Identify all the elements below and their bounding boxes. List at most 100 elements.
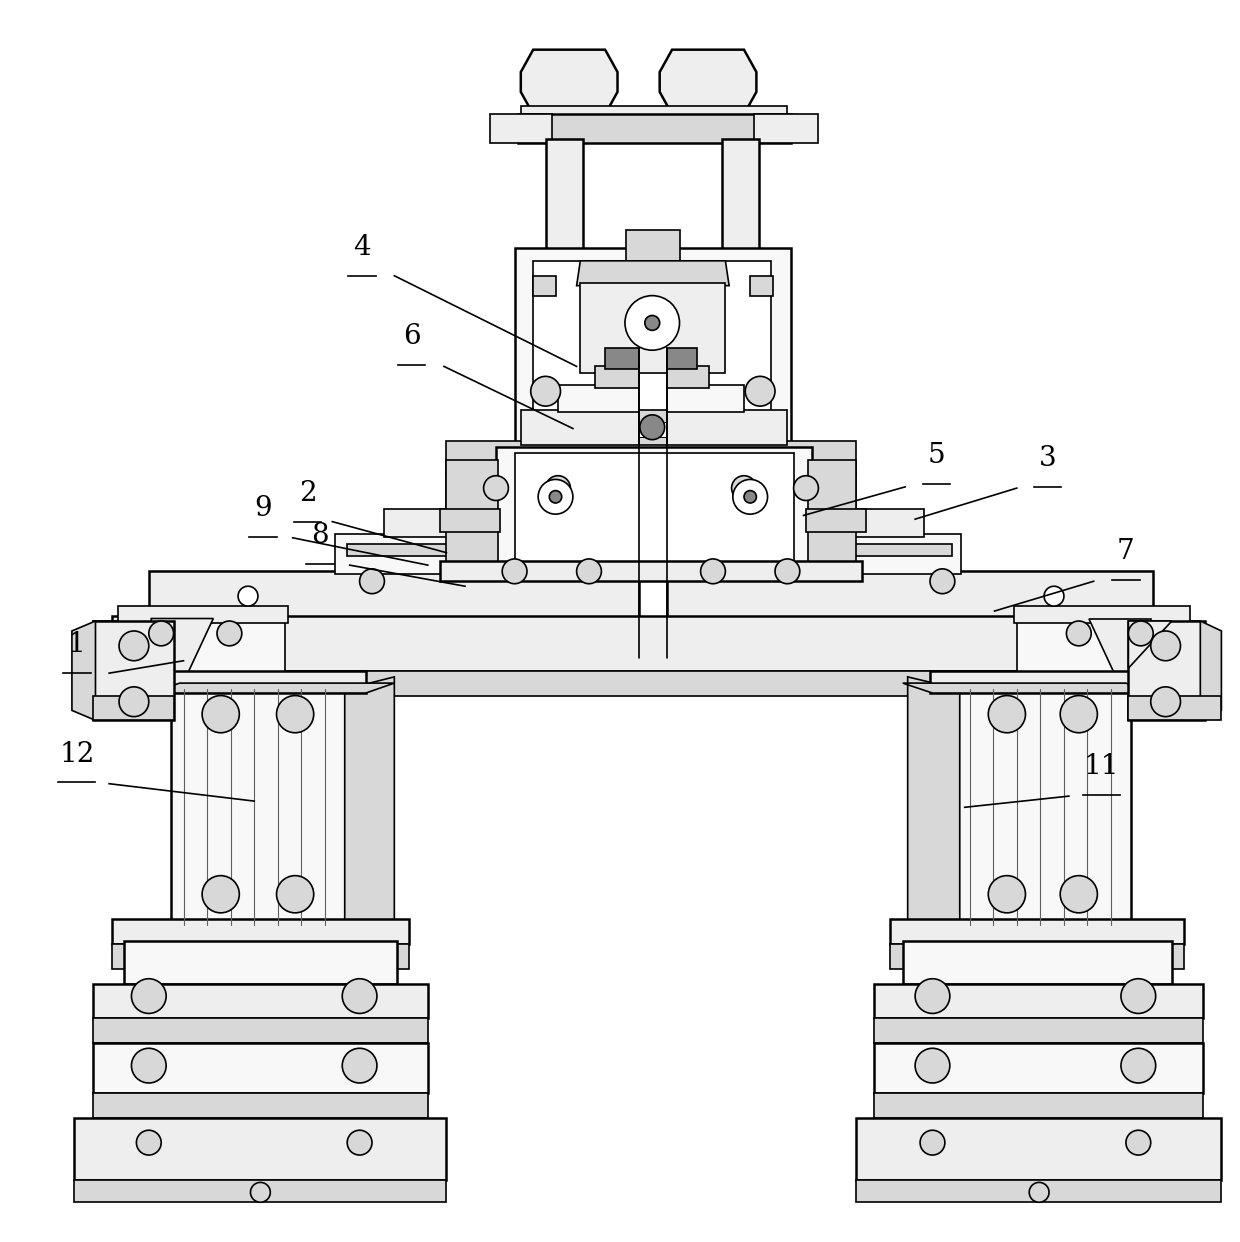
Circle shape bbox=[502, 559, 527, 584]
Polygon shape bbox=[667, 472, 856, 512]
Circle shape bbox=[131, 979, 166, 1013]
Polygon shape bbox=[347, 544, 632, 556]
Polygon shape bbox=[890, 919, 1184, 944]
Polygon shape bbox=[345, 677, 394, 925]
Polygon shape bbox=[670, 544, 952, 556]
Circle shape bbox=[538, 479, 573, 514]
Circle shape bbox=[1151, 687, 1180, 717]
Circle shape bbox=[238, 586, 258, 606]
Circle shape bbox=[701, 559, 725, 584]
Polygon shape bbox=[533, 276, 556, 296]
Circle shape bbox=[546, 476, 570, 501]
Polygon shape bbox=[93, 1018, 428, 1043]
Polygon shape bbox=[558, 385, 639, 412]
Text: 12: 12 bbox=[60, 740, 94, 768]
Polygon shape bbox=[890, 944, 1184, 969]
Polygon shape bbox=[74, 1180, 446, 1202]
Polygon shape bbox=[1014, 606, 1190, 623]
Circle shape bbox=[1029, 1182, 1049, 1202]
Polygon shape bbox=[446, 441, 639, 474]
Text: 2: 2 bbox=[299, 479, 316, 507]
Circle shape bbox=[1128, 621, 1153, 646]
Polygon shape bbox=[874, 1093, 1203, 1118]
Polygon shape bbox=[335, 534, 639, 574]
Polygon shape bbox=[171, 689, 347, 925]
Polygon shape bbox=[440, 561, 862, 581]
Circle shape bbox=[217, 621, 242, 646]
Text: 1: 1 bbox=[68, 631, 86, 658]
Polygon shape bbox=[1128, 696, 1221, 720]
Circle shape bbox=[930, 569, 955, 594]
Circle shape bbox=[347, 1130, 372, 1155]
Polygon shape bbox=[1017, 621, 1200, 677]
Polygon shape bbox=[74, 1118, 446, 1180]
Circle shape bbox=[794, 476, 818, 501]
Polygon shape bbox=[856, 1180, 1221, 1202]
Polygon shape bbox=[667, 534, 961, 574]
Circle shape bbox=[915, 979, 950, 1013]
Polygon shape bbox=[515, 248, 791, 453]
Polygon shape bbox=[626, 230, 680, 263]
Circle shape bbox=[733, 479, 768, 514]
Polygon shape bbox=[667, 509, 924, 537]
Circle shape bbox=[988, 876, 1025, 913]
Circle shape bbox=[1121, 979, 1156, 1013]
Polygon shape bbox=[667, 348, 697, 369]
Polygon shape bbox=[93, 621, 285, 677]
Polygon shape bbox=[149, 671, 366, 693]
Polygon shape bbox=[93, 677, 285, 698]
Circle shape bbox=[250, 1182, 270, 1202]
Polygon shape bbox=[667, 621, 1153, 646]
Polygon shape bbox=[957, 689, 1131, 925]
Circle shape bbox=[119, 687, 149, 717]
Polygon shape bbox=[1128, 621, 1205, 720]
Polygon shape bbox=[440, 509, 500, 532]
Circle shape bbox=[202, 696, 239, 733]
Text: 4: 4 bbox=[353, 233, 371, 261]
Text: 11: 11 bbox=[1084, 753, 1118, 780]
Polygon shape bbox=[149, 621, 639, 646]
Polygon shape bbox=[667, 366, 709, 388]
Polygon shape bbox=[630, 410, 675, 445]
Polygon shape bbox=[93, 1043, 428, 1093]
Circle shape bbox=[202, 876, 239, 913]
Circle shape bbox=[988, 696, 1025, 733]
Circle shape bbox=[1066, 621, 1091, 646]
Polygon shape bbox=[722, 139, 759, 447]
Polygon shape bbox=[151, 619, 213, 677]
Polygon shape bbox=[667, 571, 1153, 621]
Circle shape bbox=[131, 1048, 166, 1083]
Circle shape bbox=[342, 1048, 377, 1083]
Polygon shape bbox=[490, 114, 552, 143]
Polygon shape bbox=[515, 453, 794, 565]
Polygon shape bbox=[930, 671, 1153, 693]
Circle shape bbox=[1121, 1048, 1156, 1083]
Circle shape bbox=[277, 876, 314, 913]
Polygon shape bbox=[750, 276, 773, 296]
Polygon shape bbox=[521, 106, 787, 122]
Text: 3: 3 bbox=[1039, 445, 1056, 472]
Polygon shape bbox=[806, 509, 866, 532]
Polygon shape bbox=[908, 677, 960, 925]
Text: 7: 7 bbox=[1117, 538, 1135, 565]
Circle shape bbox=[640, 415, 665, 440]
Polygon shape bbox=[1089, 619, 1151, 677]
Polygon shape bbox=[1128, 621, 1172, 668]
Text: 6: 6 bbox=[403, 323, 420, 350]
Circle shape bbox=[775, 559, 800, 584]
Circle shape bbox=[484, 476, 508, 501]
Circle shape bbox=[119, 631, 149, 661]
Circle shape bbox=[577, 559, 601, 584]
Polygon shape bbox=[577, 261, 729, 286]
Polygon shape bbox=[667, 410, 787, 445]
Polygon shape bbox=[384, 509, 639, 537]
Polygon shape bbox=[521, 410, 639, 445]
Polygon shape bbox=[446, 472, 639, 512]
Polygon shape bbox=[93, 621, 174, 720]
Polygon shape bbox=[72, 621, 95, 720]
Polygon shape bbox=[1017, 677, 1200, 698]
Circle shape bbox=[1060, 696, 1097, 733]
Polygon shape bbox=[605, 348, 639, 369]
Circle shape bbox=[360, 569, 384, 594]
Polygon shape bbox=[93, 984, 428, 1018]
